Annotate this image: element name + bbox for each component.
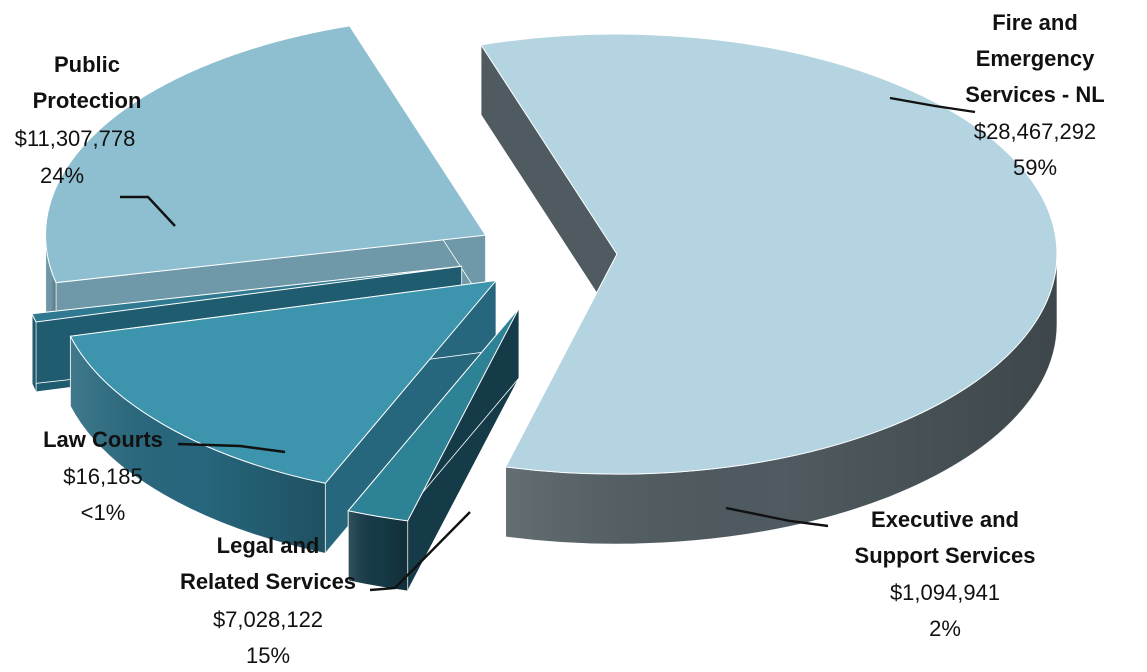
leader-line-public	[120, 195, 176, 227]
label-legal-value: $7,028,122	[213, 607, 323, 632]
slice-fire-rim-shade	[505, 254, 1057, 545]
label-law-courts-line-1: Law Courts	[43, 427, 163, 452]
label-executive-line-1: Executive and	[871, 507, 1019, 532]
slice-executive-top	[347, 307, 520, 522]
label-law-courts-percent: <1%	[81, 500, 126, 525]
slice-law-courts-top	[31, 265, 462, 323]
slice-executive-rim-shade	[348, 510, 408, 591]
label-legal-line-2: Related Services	[180, 569, 356, 594]
label-legal-percent: 15%	[246, 643, 290, 668]
label-public-percent: 24%	[40, 163, 84, 188]
label-law-courts-value: $16,185	[63, 464, 143, 489]
label-public-line-2: Protection	[33, 88, 142, 113]
label-executive-line-2: Support Services	[855, 543, 1036, 568]
slice-legal-top	[69, 279, 498, 484]
label-fire-line-2: Emergency	[976, 46, 1095, 71]
label-executive-percent: 2%	[929, 616, 961, 641]
label-fire-percent: 59%	[1013, 155, 1057, 180]
slice-fire-top	[480, 33, 1058, 475]
leader-line-law-courts	[177, 442, 286, 454]
label-legal-line-1: Legal and	[217, 533, 320, 558]
label-fire-line-1: Fire and	[992, 10, 1078, 35]
slice-fire	[480, 33, 1058, 545]
slice-law-courts-rim-shade	[32, 313, 37, 392]
label-public-value: $11,307,778	[15, 126, 136, 151]
leader-line-fire	[889, 96, 976, 114]
leader-line-legal	[369, 511, 471, 592]
label-public-line-1: Public	[54, 52, 120, 77]
label-fire-value: $28,467,292	[974, 119, 1096, 144]
label-executive-value: $1,094,941	[890, 580, 1000, 605]
slice-executive	[347, 306, 520, 592]
label-fire-line-3: Services - NL	[965, 82, 1104, 107]
slice-public-top	[45, 25, 487, 284]
leader-line-executive	[725, 506, 829, 528]
